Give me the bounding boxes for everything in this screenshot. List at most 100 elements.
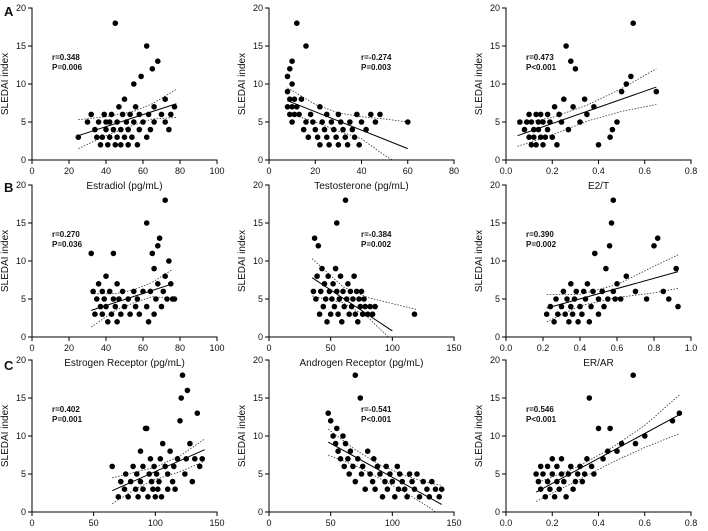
data-point-c1 bbox=[199, 456, 205, 462]
data-point-c1 bbox=[156, 478, 162, 485]
data-point-a2 bbox=[337, 119, 344, 125]
data-point-b2 bbox=[345, 281, 351, 287]
data-point-b1 bbox=[110, 250, 117, 257]
x-tick-label-c3: 0.6 bbox=[638, 518, 651, 526]
y-tick-label-b2: 10 bbox=[253, 256, 263, 266]
data-point-b1 bbox=[151, 265, 157, 272]
data-point-b2 bbox=[340, 288, 346, 295]
y-tick-label-b2: 20 bbox=[253, 180, 263, 190]
data-point-c3 bbox=[642, 433, 648, 439]
data-point-b2 bbox=[356, 296, 362, 302]
data-point-c2 bbox=[352, 372, 359, 379]
data-point-b3 bbox=[605, 296, 611, 302]
data-point-b2 bbox=[320, 303, 327, 310]
data-point-b2 bbox=[314, 273, 320, 280]
data-point-b3 bbox=[560, 288, 567, 295]
data-point-c2 bbox=[358, 471, 365, 477]
data-point-a3 bbox=[561, 96, 567, 102]
data-point-c2 bbox=[350, 463, 356, 470]
data-point-c3 bbox=[544, 463, 551, 470]
x-tick-label-c2: 0 bbox=[266, 518, 271, 526]
data-point-a3 bbox=[528, 119, 535, 125]
data-point-c2 bbox=[371, 456, 377, 462]
data-point-b3 bbox=[592, 250, 598, 257]
data-point-b3 bbox=[577, 303, 583, 310]
data-point-b3 bbox=[612, 296, 618, 302]
data-point-a1 bbox=[108, 111, 115, 118]
data-point-a3 bbox=[554, 142, 560, 148]
data-point-c2 bbox=[367, 471, 373, 477]
y-tick-label-a3: 15 bbox=[490, 41, 500, 51]
data-point-c1 bbox=[164, 486, 171, 493]
data-point-b3 bbox=[599, 288, 605, 295]
x-tick-label-a2: 60 bbox=[403, 166, 413, 176]
data-point-a2 bbox=[287, 96, 293, 102]
data-point-a3 bbox=[577, 119, 583, 125]
x-tick-label-a1: 80 bbox=[175, 166, 185, 176]
data-point-c2 bbox=[327, 418, 334, 424]
x-tick-label-b3: 1.0 bbox=[685, 343, 698, 353]
data-point-c3 bbox=[605, 448, 611, 455]
data-point-c1 bbox=[140, 463, 146, 470]
data-point-c3 bbox=[563, 494, 569, 500]
data-point-c1 bbox=[134, 471, 140, 477]
data-point-c1 bbox=[148, 478, 155, 485]
data-point-c2 bbox=[420, 478, 427, 485]
data-point-a3 bbox=[535, 126, 542, 133]
data-point-c3 bbox=[591, 471, 597, 477]
data-point-c2 bbox=[337, 456, 344, 462]
y-tick-label-a2: 0 bbox=[258, 155, 263, 165]
data-point-a2 bbox=[303, 43, 309, 49]
data-point-b2 bbox=[329, 296, 335, 302]
data-point-b2 bbox=[372, 303, 378, 310]
data-point-a1 bbox=[92, 126, 98, 133]
data-point-a3 bbox=[547, 119, 553, 125]
data-point-b1 bbox=[118, 311, 124, 318]
data-point-c2 bbox=[334, 425, 340, 432]
y-tick-label-b3: 15 bbox=[490, 218, 500, 228]
data-point-a1 bbox=[162, 119, 168, 125]
y-tick-label-c1: 10 bbox=[16, 431, 26, 441]
data-point-a2 bbox=[344, 142, 351, 148]
panel-letter-b: B bbox=[4, 180, 13, 195]
data-point-a1 bbox=[129, 134, 135, 140]
stat-label-b3: P=0.002 bbox=[526, 240, 557, 249]
data-point-b2 bbox=[311, 235, 318, 241]
data-point-a1 bbox=[121, 96, 128, 102]
data-point-a2 bbox=[289, 81, 295, 87]
data-point-b3 bbox=[595, 311, 602, 318]
y-tick-label-a3: 0 bbox=[495, 155, 500, 165]
data-point-b1 bbox=[103, 303, 109, 310]
data-point-a2 bbox=[284, 104, 291, 110]
data-point-a3 bbox=[549, 134, 556, 140]
data-point-b2 bbox=[348, 303, 355, 310]
x-axis-title-a3: E2/T bbox=[588, 181, 609, 192]
data-point-b3 bbox=[573, 288, 580, 295]
data-point-c1 bbox=[150, 486, 156, 493]
ci-lower-a1 bbox=[78, 117, 177, 149]
data-point-a2 bbox=[328, 119, 335, 125]
data-point-a1 bbox=[138, 73, 144, 80]
data-point-c2 bbox=[416, 494, 423, 500]
x-tick-label-b1: 20 bbox=[64, 343, 74, 353]
data-point-a1 bbox=[106, 134, 113, 140]
data-point-b3 bbox=[590, 288, 596, 295]
data-point-a2 bbox=[351, 134, 358, 140]
data-point-a1 bbox=[125, 142, 131, 148]
data-point-c1 bbox=[157, 456, 164, 462]
data-point-a2 bbox=[342, 134, 349, 140]
panel-letter-c: C bbox=[4, 358, 14, 373]
data-point-c1 bbox=[192, 456, 198, 462]
fit-group-c3 bbox=[535, 394, 680, 502]
data-point-a3 bbox=[581, 96, 588, 102]
data-point-c2 bbox=[345, 456, 351, 462]
data-point-b2 bbox=[355, 319, 361, 325]
data-point-b1 bbox=[140, 288, 146, 295]
ci-upper-a2 bbox=[287, 87, 408, 123]
y-axis-title-a3: SLEDAI index bbox=[474, 53, 485, 115]
data-point-a3 bbox=[533, 111, 539, 118]
data-point-a3 bbox=[531, 134, 537, 140]
x-tick-label-b1: 0 bbox=[29, 343, 34, 353]
data-point-c1 bbox=[169, 478, 176, 485]
data-point-b2 bbox=[322, 296, 329, 302]
